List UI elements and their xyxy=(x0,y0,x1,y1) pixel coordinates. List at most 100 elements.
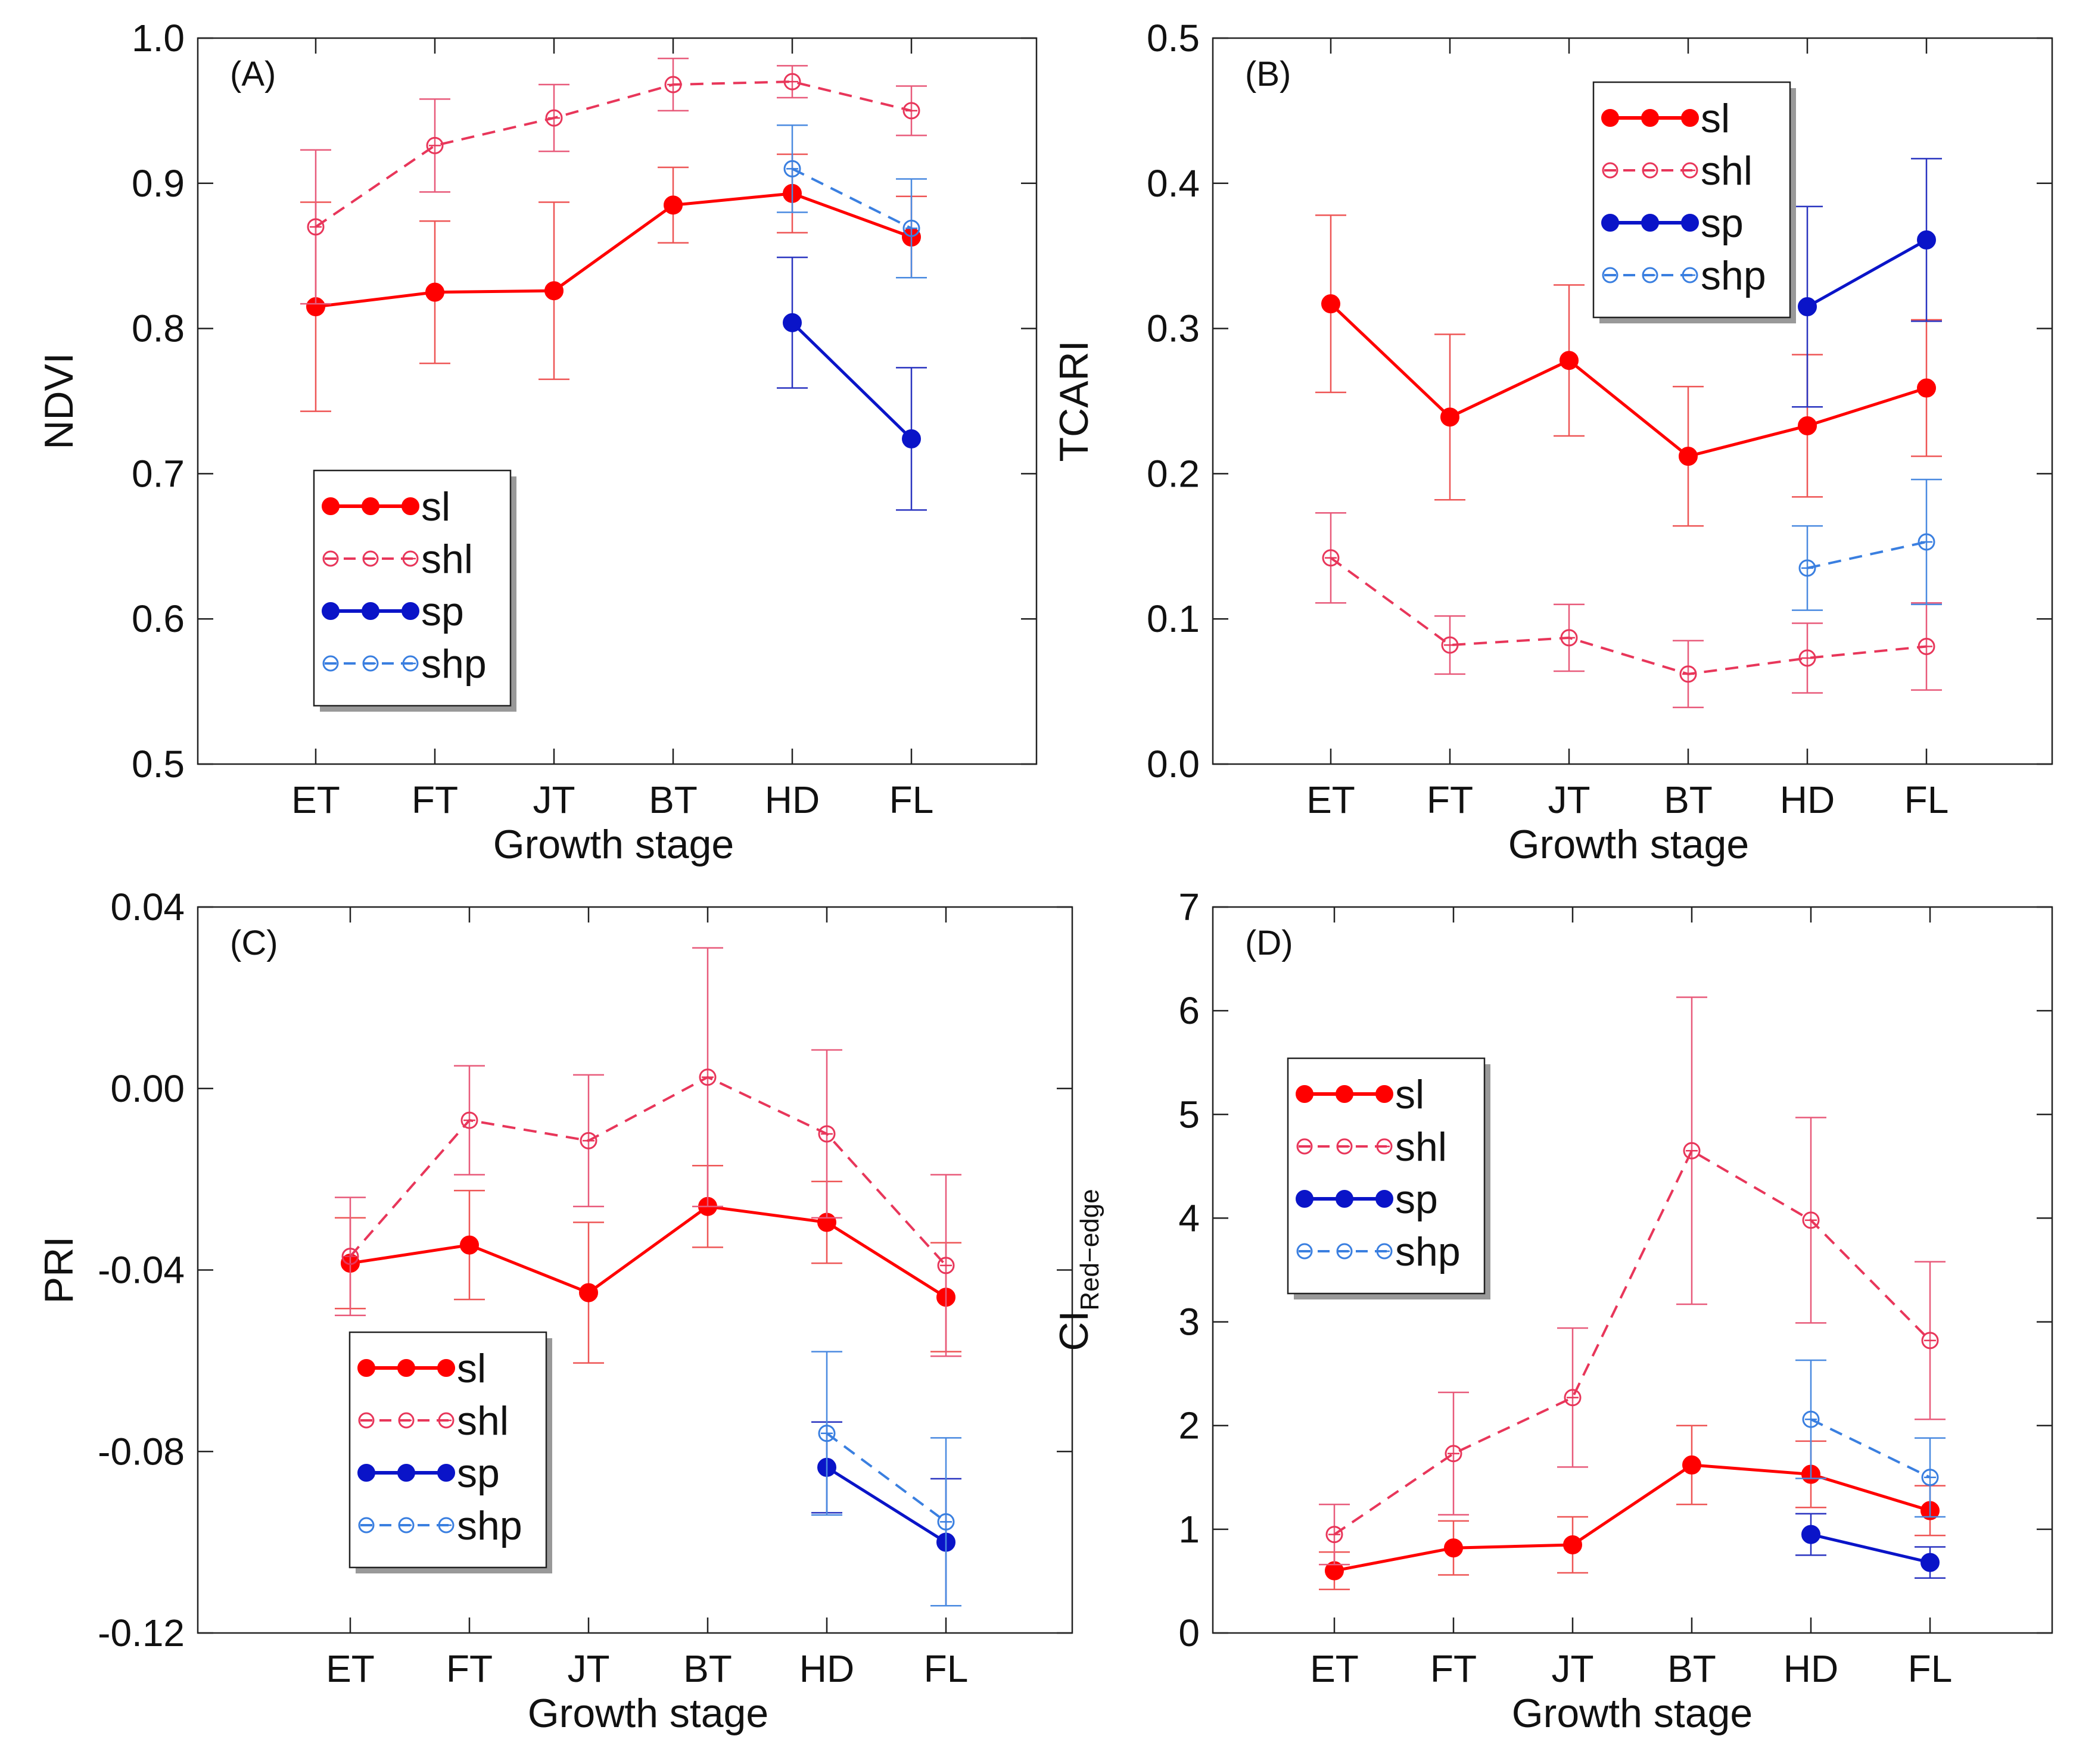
data-point-shl xyxy=(1441,636,1459,654)
legend: sl shl sp shp xyxy=(313,469,516,712)
data-point-sl xyxy=(1321,294,1340,314)
x-tick-label-ft: FT xyxy=(1427,778,1473,821)
legend-marker-shp xyxy=(1682,267,1698,283)
x-tick-label-hd: HD xyxy=(765,778,820,821)
data-point-shl xyxy=(545,109,563,127)
y-axis-title-main: CI xyxy=(1051,1311,1097,1351)
series-sp xyxy=(1792,158,1942,408)
x-axis-title: Growth stage xyxy=(528,1691,768,1736)
series-shl xyxy=(300,57,927,305)
chart-panel-b: 0.0 0.1 0.2 0.3 0.4 0.5 ET FT JT BT HD FL Growth sta… xyxy=(1051,17,2053,867)
data-point-shl xyxy=(1798,649,1816,667)
data-point-shp xyxy=(937,1513,955,1531)
y-tick-label: 0.2 xyxy=(1147,452,1200,495)
series-line-shl xyxy=(1333,1149,1931,1536)
legend-label-shp: shp xyxy=(1395,1229,1461,1274)
data-point-sl xyxy=(579,1283,598,1302)
series-shl xyxy=(335,947,961,1357)
series-shl xyxy=(1319,996,1946,1566)
legend-marker-sl xyxy=(401,497,419,515)
legend-marker-shp xyxy=(1296,1243,1313,1260)
x-tick-label-hd: HD xyxy=(799,1647,854,1690)
legend-marker-sl xyxy=(397,1359,415,1377)
data-point-sl xyxy=(1917,378,1936,398)
y-axis-title-main: TCARI xyxy=(1051,341,1097,462)
plot-frame xyxy=(197,37,1038,765)
x-tick-label-jt: JT xyxy=(567,1647,609,1690)
legend-marker-sp xyxy=(1336,1190,1353,1208)
y-tick-label: -0.12 xyxy=(98,1612,185,1654)
legend: sl shl sp shp xyxy=(1592,81,1796,323)
x-tick-label-bt: BT xyxy=(1667,1647,1716,1690)
data-point-shl xyxy=(1322,549,1340,567)
x-tick-label-fl: FL xyxy=(924,1647,969,1690)
data-point-shp xyxy=(1918,533,1935,551)
legend-marker-shl xyxy=(402,550,419,567)
legend-marker-sp xyxy=(1296,1190,1313,1208)
data-point-shp xyxy=(1921,1469,1939,1486)
panel-label: (C) xyxy=(230,924,278,962)
legend-label-sl: sl xyxy=(1395,1072,1424,1117)
x-tick-label-fl: FL xyxy=(1904,778,1949,821)
legend-marker-sp xyxy=(357,1464,375,1482)
plot-frame xyxy=(197,906,1073,1634)
y-tick-label: 0.5 xyxy=(132,743,185,786)
data-point-sl xyxy=(1560,351,1579,370)
data-point-sl xyxy=(1440,407,1459,427)
legend-marker-shl xyxy=(398,1412,415,1429)
legend-marker-shp xyxy=(1602,267,1618,283)
legend-marker-shp xyxy=(402,655,419,672)
y-tick-label: 7 xyxy=(1178,886,1200,928)
legend-marker-shp xyxy=(358,1517,375,1534)
legend-marker-sp xyxy=(362,602,379,620)
x-tick-label-et: ET xyxy=(291,778,340,821)
legend-marker-sp xyxy=(1375,1190,1393,1208)
series-shp xyxy=(1792,478,1942,611)
data-point-shp xyxy=(783,160,801,177)
x-tick-label-hd: HD xyxy=(1780,778,1835,821)
data-point-shl xyxy=(664,76,682,94)
data-point-sp xyxy=(1917,230,1936,250)
series-line-sp xyxy=(1806,238,1928,308)
data-point-shl xyxy=(1679,665,1697,683)
data-point-shp xyxy=(902,219,920,237)
legend-marker-shp xyxy=(362,655,379,672)
legend-label-sl: sl xyxy=(421,484,450,529)
plot-frame xyxy=(1212,37,2053,765)
y-tick-label: 0.9 xyxy=(132,162,185,205)
series-line-sp xyxy=(826,1466,947,1544)
x-axis-title: Growth stage xyxy=(1512,1691,1753,1736)
y-tick-label: 0 xyxy=(1178,1612,1200,1654)
series-shp xyxy=(811,1351,961,1607)
y-tick-label: 1 xyxy=(1178,1508,1200,1551)
data-point-sl xyxy=(1798,416,1817,435)
data-point-sl xyxy=(1679,447,1698,466)
chart-panel-d: 0 1 2 3 4 5 6 7 ET FT JT BT HD FL Growth stage CIRed−ed… xyxy=(1051,886,2053,1736)
legend-marker-sp xyxy=(322,602,340,620)
data-point-sl xyxy=(425,282,444,302)
data-point-shl xyxy=(1564,1389,1582,1407)
legend-marker-sp xyxy=(1601,214,1619,232)
series-line-shp xyxy=(1810,1418,1931,1479)
legend-marker-shl xyxy=(438,1412,455,1429)
data-point-sl xyxy=(664,195,683,215)
legend-marker-shp xyxy=(398,1517,415,1534)
x-tick-label-bt: BT xyxy=(1664,778,1713,821)
legend-marker-sp xyxy=(437,1464,455,1482)
legend-label-sp: sp xyxy=(1395,1177,1438,1222)
legend-marker-shp xyxy=(1376,1243,1393,1260)
data-point-sp xyxy=(1798,297,1817,317)
y-tick-label: 0.1 xyxy=(1147,597,1200,640)
legend-marker-sl xyxy=(1336,1085,1353,1103)
series-sp xyxy=(1795,1513,1946,1579)
y-axis-title-subscript: Red−edge xyxy=(1075,1189,1104,1310)
series-line-shl xyxy=(315,80,912,228)
legend-marker-shp xyxy=(1336,1243,1353,1260)
series-line-sp xyxy=(1810,1533,1931,1564)
legend-label-shl: shl xyxy=(457,1398,509,1444)
data-point-shl xyxy=(307,218,325,236)
series-line-shp xyxy=(826,1432,947,1523)
y-axis-title-main: NDVI xyxy=(36,353,82,449)
data-point-shl xyxy=(1802,1211,1820,1229)
series-line-sp xyxy=(791,322,913,440)
